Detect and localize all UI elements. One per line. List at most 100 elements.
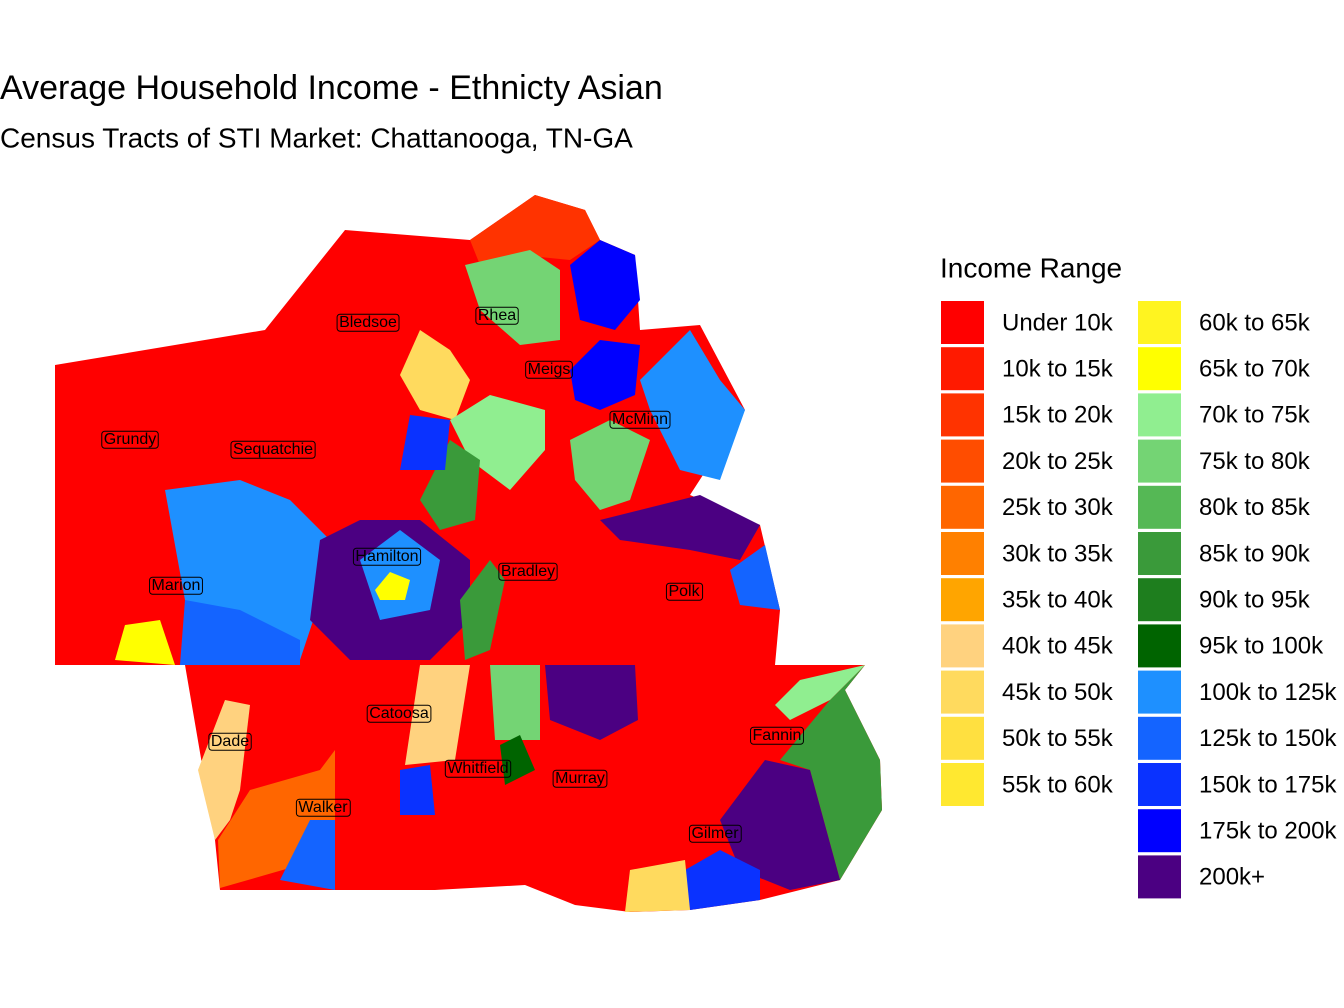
legend-title: Income Range — [940, 252, 1122, 283]
legend-label: 50k to 55k — [1002, 725, 1114, 752]
county-name: Walker — [298, 799, 348, 816]
legend-swatch — [1138, 809, 1181, 853]
county-label: Dade — [208, 732, 252, 751]
county-label: Rhea — [475, 306, 519, 325]
county-name: Sequatchie — [233, 441, 313, 458]
legend-swatch — [1138, 578, 1181, 622]
label-box — [475, 306, 519, 325]
county-name: Fannin — [753, 727, 802, 744]
county-label: Bledsoe — [336, 313, 400, 332]
legend-label: 80k to 85k — [1199, 494, 1311, 521]
tract — [570, 420, 650, 510]
county-name: Polk — [668, 583, 700, 600]
legend-swatch — [1138, 763, 1181, 806]
legend: Under 10k 10k to 15k 15k to 20k 20k to 25k 2… — [941, 301, 1337, 899]
title: Average Household Income - Ethnicty Asia… — [0, 69, 663, 107]
tract — [280, 820, 335, 890]
county-name: Marion — [152, 577, 201, 594]
legend-label: 65k to 70k — [1199, 356, 1311, 383]
county-name: Rhea — [478, 307, 516, 324]
label-box — [609, 410, 671, 429]
subtitle: Census Tracts of STI Market: Chattanooga… — [0, 122, 633, 153]
county-label: Fannin — [750, 726, 804, 745]
county-name: Bradley — [501, 563, 555, 580]
legend-label: 175k to 200k — [1199, 818, 1337, 845]
county-label: Bradley — [498, 562, 558, 581]
label-box — [750, 726, 804, 745]
county-name: Murray — [555, 770, 605, 787]
legend-label: 125k to 150k — [1199, 725, 1337, 752]
legend-swatch — [1138, 855, 1181, 899]
county-label: Whitfield — [444, 759, 512, 778]
legend-label: 150k to 175k — [1199, 771, 1337, 798]
legend-swatch — [941, 532, 984, 575]
legend-label: 10k to 15k — [1002, 356, 1114, 383]
label-box — [230, 440, 316, 459]
legend-swatch — [941, 393, 984, 437]
tract — [465, 250, 560, 345]
county-label: Grundy — [101, 430, 159, 449]
tract — [460, 560, 505, 660]
legend-swatch — [941, 624, 984, 668]
tract — [775, 665, 865, 720]
tract — [625, 860, 690, 912]
legend-label: 40k to 45k — [1002, 633, 1114, 660]
tract — [500, 735, 535, 785]
county-name: Hamilton — [355, 548, 418, 565]
legend-swatch — [941, 301, 984, 344]
county-label: Walker — [295, 798, 351, 817]
legend-swatch — [1138, 347, 1181, 391]
county-name: Catoosa — [369, 705, 429, 722]
legend-swatch — [941, 670, 984, 714]
label-box — [498, 562, 558, 581]
tract — [685, 850, 760, 910]
tract — [198, 700, 250, 840]
tract — [720, 760, 840, 890]
tract — [640, 330, 745, 480]
county-name: Bledsoe — [339, 314, 397, 331]
tract — [545, 665, 638, 740]
tract — [420, 440, 480, 530]
legend-swatch — [1138, 532, 1181, 575]
county-label: Gilmer — [688, 824, 742, 843]
label-box — [525, 360, 573, 379]
label-box — [336, 313, 400, 332]
legend-swatch — [941, 347, 984, 391]
legend-swatch — [1138, 301, 1181, 344]
label-box — [208, 732, 252, 751]
county-label: McMinn — [609, 410, 671, 429]
label-box — [688, 824, 742, 843]
county-label: Catoosa — [366, 704, 432, 723]
legend-label: Under 10k — [1002, 309, 1114, 336]
legend-swatch — [941, 485, 984, 529]
tract — [490, 665, 540, 740]
legend-swatch — [1138, 670, 1181, 714]
county-label: Marion — [149, 576, 203, 595]
legend-swatch — [1138, 624, 1181, 668]
tract — [570, 340, 640, 410]
legend-label: 60k to 65k — [1199, 309, 1311, 336]
county-name: Grundy — [104, 431, 156, 448]
county-name: McMinn — [612, 411, 668, 428]
tract — [375, 572, 410, 600]
label-box — [366, 704, 432, 723]
tract — [730, 545, 780, 610]
tract-map — [55, 195, 882, 912]
tract — [600, 495, 760, 560]
legend-label: 25k to 30k — [1002, 494, 1114, 521]
tract — [405, 665, 470, 765]
tract — [450, 395, 545, 490]
legend-label: 85k to 90k — [1199, 540, 1311, 567]
legend-label: 100k to 125k — [1199, 679, 1337, 706]
legend-swatch — [1138, 485, 1181, 529]
legend-swatch — [1138, 716, 1181, 760]
tract — [470, 195, 600, 265]
county-label: Sequatchie — [230, 440, 316, 459]
county-label: Polk — [665, 582, 704, 601]
legend-label: 90k to 95k — [1199, 587, 1311, 614]
county-name: Dade — [211, 733, 249, 750]
label-box — [149, 576, 203, 595]
legend-swatch — [1138, 393, 1181, 437]
county-labels: Bledsoe Rhea Meigs McMinn Grundy Sequatchie Ha… — [101, 306, 804, 843]
